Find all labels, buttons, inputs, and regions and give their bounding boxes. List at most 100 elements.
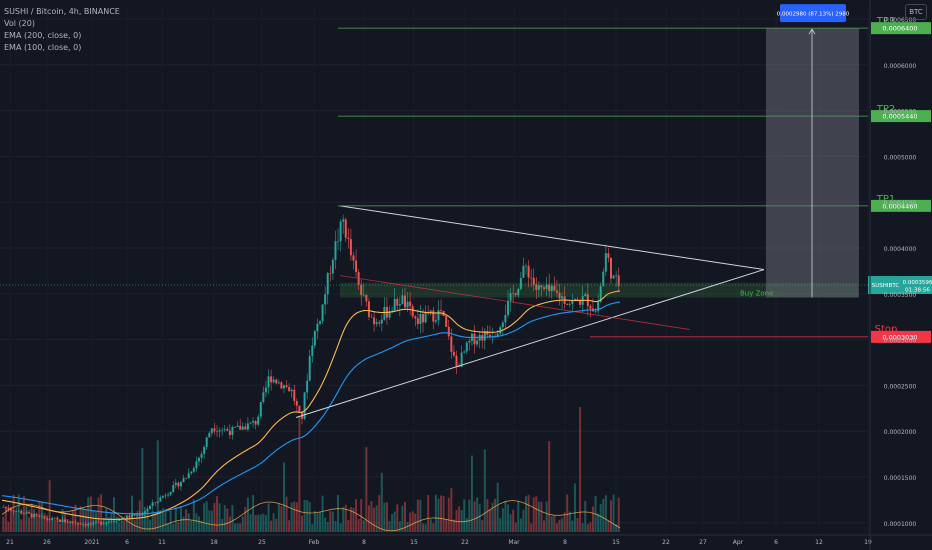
volume-bar — [275, 518, 278, 532]
volume-bar — [465, 517, 468, 532]
vol-indicator[interactable]: Vol (20) — [4, 19, 35, 28]
volume-bar — [71, 510, 74, 532]
candle-body — [25, 512, 28, 514]
candle-body — [205, 437, 208, 447]
volume-bar — [76, 521, 79, 532]
candle-body — [259, 401, 262, 417]
volume-bar — [504, 501, 507, 532]
candle-body — [393, 298, 396, 311]
volume-bar — [324, 517, 327, 532]
volume-bar — [264, 515, 267, 532]
symbol-tag-text: SUSHIBTC — [872, 283, 900, 289]
candle-body — [401, 295, 404, 305]
ema200-indicator[interactable]: EMA (200, close, 0) — [4, 31, 82, 40]
candle-body — [221, 429, 224, 431]
volume-bar — [198, 516, 200, 532]
symbol-tag — [868, 276, 903, 295]
volume-bar — [532, 497, 535, 532]
candle-body — [512, 293, 515, 294]
candle-body — [61, 519, 64, 523]
candle-body — [66, 522, 69, 523]
candle-body — [154, 502, 157, 503]
volume-bar — [311, 523, 314, 532]
volume-bar — [375, 505, 378, 532]
candle-body — [527, 265, 530, 278]
candle-body — [473, 333, 476, 345]
candle-body — [10, 509, 12, 511]
volume-bar — [488, 509, 491, 532]
symbol-title[interactable]: SUSHI / Bitcoin, 4h, BINANCE — [4, 7, 120, 16]
volume-bar — [58, 523, 61, 532]
candle-body — [234, 427, 237, 428]
volume-bar — [7, 521, 10, 532]
candle-body — [429, 310, 432, 314]
candle-body — [579, 300, 582, 305]
triangle-lower-line — [295, 269, 765, 418]
candle-body — [156, 501, 159, 503]
candle-body — [380, 319, 383, 324]
buy-zone-band — [340, 282, 858, 298]
volume-bar — [56, 517, 59, 532]
candle-body — [33, 514, 36, 518]
candle-body — [246, 423, 249, 430]
candle-body — [411, 306, 414, 317]
price-tick-label: 0.0006500 — [884, 17, 917, 24]
candle-body — [71, 521, 74, 523]
candle-body — [84, 524, 87, 526]
candle-body — [264, 387, 267, 393]
target-price-tag — [871, 199, 931, 212]
target-price-tag-text: 0.0004460 — [882, 202, 917, 210]
candle-body — [64, 519, 67, 523]
currency-badge[interactable]: BTC — [905, 4, 927, 20]
candle-body — [53, 518, 56, 519]
candle-body — [584, 294, 587, 297]
volume-bar — [20, 519, 23, 532]
time-tick-label: 8 — [362, 539, 366, 546]
candle-body — [306, 380, 309, 393]
candle-body — [434, 320, 437, 322]
volume-bar — [313, 511, 316, 532]
time-tick-label: 15 — [410, 539, 418, 546]
ema100-indicator[interactable]: EMA (100, close, 0) — [4, 43, 82, 52]
volume-bar — [43, 513, 46, 532]
volume-bar — [236, 523, 239, 532]
volume-bar — [517, 500, 520, 532]
candle-body — [499, 327, 502, 334]
candle-body — [460, 352, 463, 367]
volume-bar — [568, 511, 571, 532]
candle-body — [295, 400, 298, 406]
candle-body — [517, 288, 520, 296]
price-tick-label: 0.0002500 — [884, 383, 917, 390]
candle-body — [365, 294, 368, 302]
candle-body — [360, 284, 363, 295]
volume-bar — [35, 516, 38, 532]
ema200-line — [1, 301, 621, 515]
candle-body — [195, 461, 198, 469]
candle-body — [566, 303, 569, 305]
volume-bar — [200, 520, 203, 532]
candle-body — [571, 300, 574, 304]
candle-body — [43, 516, 46, 519]
candle-body — [97, 521, 100, 523]
candle-body — [391, 310, 394, 312]
candle-body — [69, 521, 72, 523]
ema100-line — [1, 290, 621, 520]
candle-body — [120, 518, 123, 519]
candle-body — [138, 514, 141, 516]
candle-body — [40, 516, 43, 517]
volume-bar — [442, 495, 445, 532]
candle-body — [239, 425, 242, 430]
volume-bar — [486, 499, 489, 532]
volume-bar — [293, 501, 296, 532]
candle-body — [89, 523, 92, 525]
candle-body — [115, 520, 118, 522]
candle-body — [267, 376, 270, 388]
volume-bar — [355, 499, 358, 532]
volume-bar — [254, 515, 257, 532]
price-tick-label: 0.0001500 — [884, 475, 917, 482]
volume-bar — [427, 495, 430, 532]
chart-overlays: Buy ZoneTP30.0006400TP20.0005440TP10.000… — [0, 4, 932, 532]
time-tick-label: 22 — [461, 539, 469, 546]
candle-body — [326, 273, 329, 295]
